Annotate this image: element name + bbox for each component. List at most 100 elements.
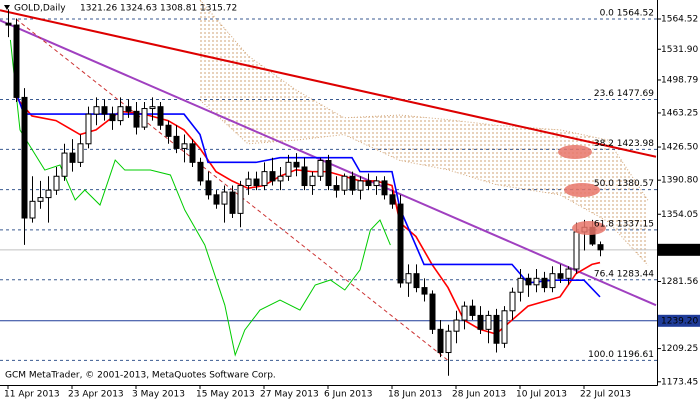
candle-body: [101, 106, 108, 115]
candle-body: [413, 273, 420, 289]
y-tick-label: 1463.25: [661, 108, 698, 118]
fibo-label: 23.6 1477.69: [594, 89, 654, 99]
x-tick-label: 10 Jul 2013: [516, 390, 567, 400]
cloud-fill: [200, 0, 648, 266]
candle-body: [365, 180, 372, 187]
x-tick-label: 11 Apr 2013: [4, 390, 60, 400]
candle-body: [13, 24, 20, 98]
candle-body: [253, 178, 260, 187]
fibo-label: 61.8 1337.15: [594, 219, 654, 229]
candle-body: [453, 319, 460, 332]
candle-body: [461, 305, 468, 321]
candle-body: [21, 96, 28, 219]
candle-body: [557, 273, 564, 279]
plot-area: [0, 0, 657, 376]
candle-body: [493, 314, 500, 344]
hline-label: 1239.20: [661, 316, 698, 326]
candle-body: [341, 175, 348, 191]
candle-body: [37, 197, 44, 202]
candle-body: [245, 178, 252, 187]
candle-body: [565, 268, 572, 279]
header-value: 1315.72: [200, 4, 237, 14]
symbol: GOLD,Daily: [14, 4, 66, 14]
cloud-edge: [199, 0, 649, 201]
candle-body: [213, 194, 220, 205]
overlay: 0.0 1564.52 23.6 1477.69 38.2 1423.98 50.0 …: [588, 8, 654, 359]
y-tick-label: 1281.56: [661, 277, 698, 287]
candle-body: [373, 180, 380, 187]
candle-body: [485, 314, 492, 330]
candle-body: [85, 113, 92, 145]
y-tick-label: 1390.80: [661, 176, 698, 186]
candle-body: [421, 287, 428, 295]
price-label-box: [658, 243, 700, 256]
candle-body: [573, 231, 580, 270]
candle-body: [325, 159, 332, 187]
x-tick-label: 28 Jun 2013: [452, 390, 506, 400]
candle-body: [181, 143, 188, 149]
candle-body: [261, 171, 268, 187]
candle-body: [333, 185, 340, 191]
candle-body: [133, 110, 140, 128]
candle-body: [61, 152, 68, 177]
candle-body: [205, 180, 212, 196]
price-label: 1315.72: [661, 245, 698, 255]
candle-body: [29, 200, 36, 219]
candle-body: [157, 106, 164, 126]
y-tick-label: 1209.25: [661, 344, 698, 354]
header-value: 1324.63: [120, 4, 157, 14]
candle-body: [445, 330, 452, 354]
candle-body: [125, 106, 132, 112]
candle-body: [165, 124, 172, 137]
x-tick-label: 6 Jun 2013: [324, 390, 372, 400]
x-tick-label: 18 Jun 2013: [388, 390, 442, 400]
y-tick-label: 1531.90: [661, 45, 698, 55]
candle-body: [357, 180, 364, 191]
candle-body: [381, 180, 388, 196]
fibo-label: 50.0 1380.57: [594, 179, 654, 189]
candle-body: [293, 161, 300, 168]
footer: GCM MetaTrader, © 2001-2013, MetaQuotes …: [5, 371, 276, 381]
candle-body: [509, 291, 516, 312]
candle-body: [533, 277, 540, 286]
y-tick-label: 1173.45: [661, 377, 698, 387]
hline-label-box: [658, 314, 700, 327]
indicator-line: [9, 39, 391, 357]
candle-body: [501, 310, 508, 344]
candle-body: [429, 293, 436, 330]
fibo-label: 76.4 1283.44: [594, 269, 654, 279]
candle-body: [517, 277, 524, 293]
trendline: [0, 9, 657, 158]
candle-body: [525, 277, 532, 286]
annotation-ellipse: [564, 183, 600, 197]
candle-body: [149, 106, 156, 110]
candle-body: [469, 305, 476, 316]
x-tick-label: 27 May 2013: [260, 390, 319, 400]
candle-body: [317, 159, 324, 177]
y-tick-label: 1498.79: [661, 75, 698, 85]
header-value: 1321.26: [80, 4, 117, 14]
y-tick-label: 1564.52: [661, 14, 698, 24]
candle-body: [53, 175, 60, 191]
candle-body: [477, 314, 484, 330]
x-tick-label: 3 May 2013: [132, 390, 185, 400]
candle-body: [117, 106, 124, 122]
y-tick-label: 1426.50: [661, 143, 698, 153]
candle-body: [5, 22, 12, 26]
candle-body: [77, 143, 84, 163]
fibo-label: 0.0 1564.52: [600, 8, 654, 18]
candle-body: [173, 135, 180, 149]
candle-body: [405, 273, 412, 284]
header-value: 1308.81: [160, 4, 197, 14]
candle-body: [109, 113, 116, 122]
y-tick-label: 1354.05: [661, 210, 698, 220]
fibo-label: 38.2 1423.98: [594, 139, 654, 149]
candle-body: [45, 189, 52, 199]
candle-body: [597, 244, 604, 251]
candle-body: [389, 194, 396, 205]
candle-body: [229, 191, 236, 214]
x-tick-label: 15 May 2013: [196, 390, 255, 400]
cloud-edge: [199, 99, 649, 266]
menu-icon: [4, 5, 10, 10]
